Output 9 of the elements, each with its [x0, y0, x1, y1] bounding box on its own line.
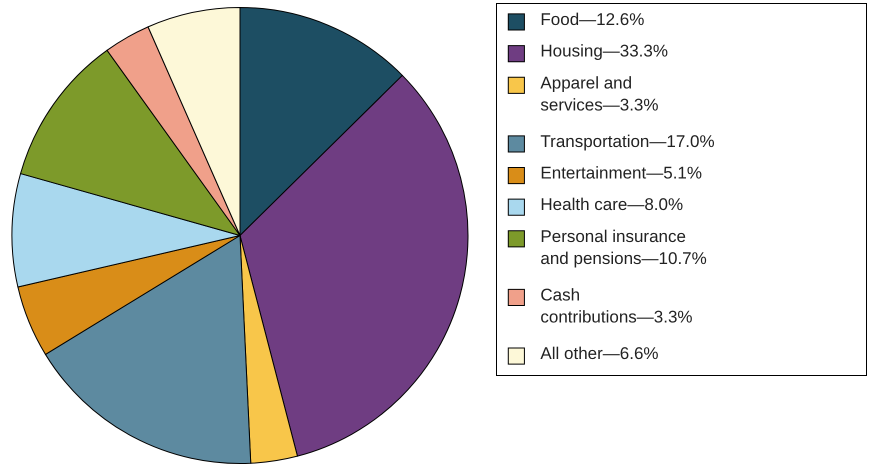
legend-label: Transportation—17.0%: [540, 132, 715, 151]
legend-label: Health care—8.0%: [540, 195, 684, 214]
legend-label: Personal insurance and pensions—10.7%: [540, 226, 707, 268]
legend-label: Apparel and services—3.3%: [540, 73, 659, 114]
legend-label: Entertainment—5.1%: [540, 164, 702, 183]
legend-label: Cash contributions—3.3%: [540, 285, 693, 326]
legend-label: All other—6.6%: [540, 344, 659, 364]
legend-label: Housing—33.3%: [540, 42, 668, 61]
legend-label: Food—12.6%: [540, 10, 644, 29]
